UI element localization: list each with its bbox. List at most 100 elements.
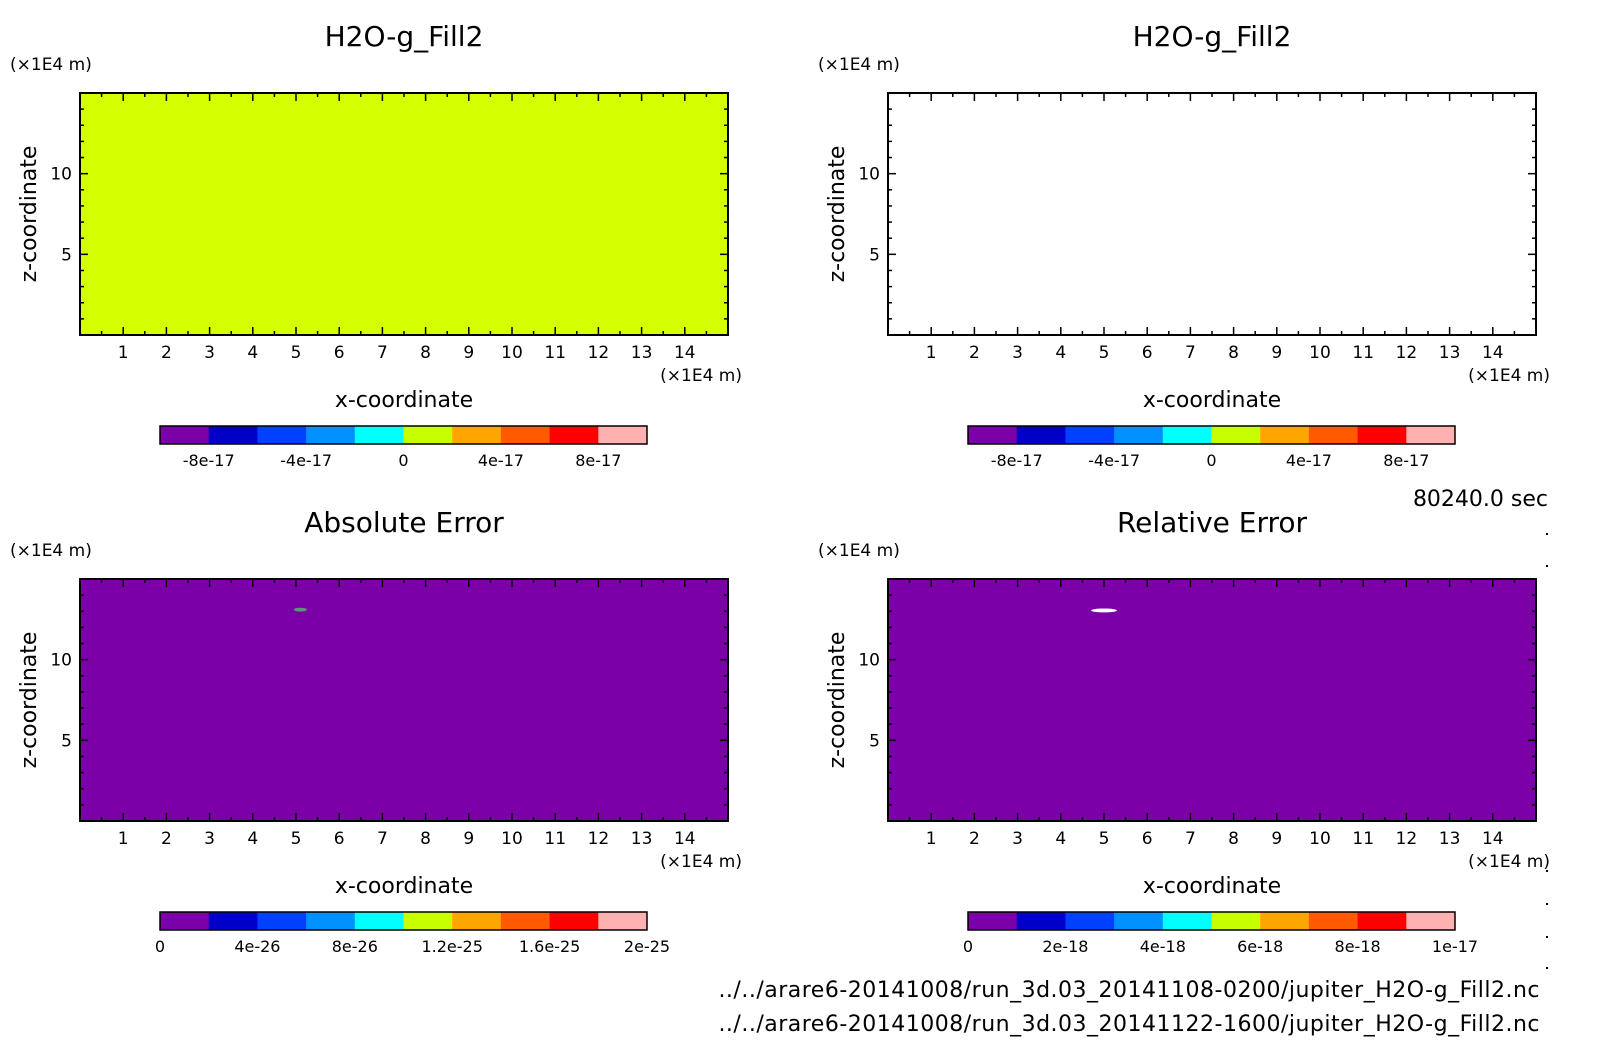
y-axis-title: z-coordinate	[17, 632, 42, 769]
x-tick-label: 4	[1055, 343, 1066, 363]
x-tick-label: 12	[1396, 343, 1418, 363]
chart-panel: Relative Error(×1E4 m)1 2 3 4 5 6 7 8 9 10 11 12 13 1…	[818, 506, 1550, 956]
error-feature	[293, 607, 307, 612]
x-tick-label: 6	[334, 343, 345, 363]
x-tick-label: 6	[334, 829, 345, 849]
colorbar-swatch	[403, 912, 453, 930]
chart-title: H2O-g_Fill2	[325, 20, 484, 53]
stray-marks	[1546, 533, 1548, 969]
stray-dot	[1546, 903, 1548, 905]
stray-dot	[1546, 870, 1548, 872]
x-tick-label: 8	[1228, 829, 1239, 849]
colorbar-tick-label: 0	[155, 937, 165, 956]
x-tick-label: 13	[1439, 829, 1461, 849]
chart-title: Relative Error	[1117, 506, 1308, 539]
colorbar-swatch	[160, 912, 210, 930]
x-tick-label: 9	[463, 829, 474, 849]
colorbar-tick-label: 8e-17	[575, 451, 621, 470]
colorbar-swatch	[1065, 426, 1115, 444]
colorbar-swatch	[598, 912, 648, 930]
x-tick-label: 7	[1185, 343, 1196, 363]
x-axis-title: x-coordinate	[335, 874, 473, 899]
colorbar-tick-label: 0	[1206, 451, 1216, 470]
colorbar-swatch	[1016, 912, 1066, 930]
colorbar-tick-label: 2e-25	[624, 937, 670, 956]
colorbar-swatch	[1260, 426, 1310, 444]
colorbar-swatch	[354, 426, 404, 444]
x-tick-label: 7	[1185, 829, 1196, 849]
chart-title: Absolute Error	[304, 506, 504, 539]
x-unit-label: (×1E4 m)	[660, 852, 742, 872]
x-tick-label: 3	[204, 829, 215, 849]
time-label: 80240.0 sec	[1413, 487, 1548, 512]
x-tick-label: 14	[674, 829, 696, 849]
x-tick-label: 12	[588, 829, 610, 849]
colorbar-swatch	[968, 426, 1018, 444]
x-tick-label: 6	[1142, 343, 1153, 363]
colorbar-tick-label: 4e-17	[478, 451, 524, 470]
colorbar-tick-label: 1e-17	[1432, 937, 1478, 956]
x-tick-label: 2	[161, 829, 172, 849]
x-tick-label: 9	[1271, 343, 1282, 363]
x-tick-label: 8	[420, 829, 431, 849]
colorbar-swatch	[1357, 426, 1407, 444]
colorbar-swatch	[1211, 426, 1261, 444]
y-axis-title: z-coordinate	[825, 632, 850, 769]
x-tick-label: 10	[501, 829, 523, 849]
x-tick-label: 7	[377, 829, 388, 849]
x-axis-title: x-coordinate	[335, 388, 473, 413]
colorbar-swatch	[1162, 912, 1212, 930]
colorbar-swatch	[1114, 426, 1164, 444]
chart-panel: Absolute Error(×1E4 m)1 2 3 4 5 6 7 8 9 10 11 12 13 1…	[10, 506, 742, 956]
x-tick-label: 11	[544, 343, 566, 363]
colorbar-tick-label: -4e-17	[1088, 451, 1140, 470]
x-unit-label: (×1E4 m)	[1468, 366, 1550, 386]
plot-fill	[888, 579, 1536, 821]
colorbar-tick-label: 2e-18	[1042, 937, 1088, 956]
colorbar-swatch	[1308, 426, 1359, 444]
colorbar-swatch	[598, 426, 648, 444]
y-tick-label: 10	[858, 165, 880, 185]
x-tick-label: 9	[463, 343, 474, 363]
colorbar-swatch	[500, 912, 551, 930]
x-tick-label: 4	[247, 829, 258, 849]
x-tick-label: 10	[1309, 343, 1331, 363]
x-unit-label: (×1E4 m)	[1468, 852, 1550, 872]
x-tick-label: 5	[291, 829, 302, 849]
colorbar-tick-label: 4e-18	[1140, 937, 1186, 956]
colorbar-swatch	[1016, 426, 1066, 444]
y-tick-label: 10	[858, 651, 880, 671]
file-path-1: ../../arare6-20141008/run_3d.03_20141108…	[718, 978, 1540, 1003]
x-tick-label: 3	[1012, 343, 1023, 363]
x-tick-label: 14	[1482, 829, 1504, 849]
x-tick-label: 2	[161, 343, 172, 363]
colorbar-swatch	[306, 912, 356, 930]
colorbar-swatch	[208, 912, 258, 930]
y-axis-title: z-coordinate	[825, 146, 850, 283]
y-unit-label: (×1E4 m)	[10, 55, 92, 75]
colorbar-frame	[159, 911, 648, 931]
x-tick-label: 11	[544, 829, 566, 849]
colorbar-tick-label: 6e-18	[1237, 937, 1283, 956]
x-tick-label: 5	[291, 343, 302, 363]
stray-dot	[1546, 967, 1548, 969]
colorbar-swatch	[1308, 912, 1359, 930]
x-tick-label: 5	[1099, 343, 1110, 363]
x-tick-label: 1	[926, 829, 937, 849]
colorbar-swatch	[1260, 912, 1310, 930]
x-tick-label: 12	[588, 343, 610, 363]
stray-dot	[1546, 533, 1548, 535]
x-tick-label: 14	[674, 343, 696, 363]
x-tick-label: 10	[501, 343, 523, 363]
x-tick-label: 1	[118, 343, 129, 363]
stray-dot	[1546, 936, 1548, 938]
x-tick-label: 4	[1055, 829, 1066, 849]
x-tick-label: 4	[247, 343, 258, 363]
colorbar-swatch	[452, 426, 502, 444]
x-tick-label: 13	[631, 343, 653, 363]
y-axis-title: z-coordinate	[17, 146, 42, 283]
x-tick-label: 11	[1352, 829, 1374, 849]
plot-fill	[80, 93, 728, 335]
x-tick-label: 10	[1309, 829, 1331, 849]
colorbar-frame	[967, 911, 1456, 931]
